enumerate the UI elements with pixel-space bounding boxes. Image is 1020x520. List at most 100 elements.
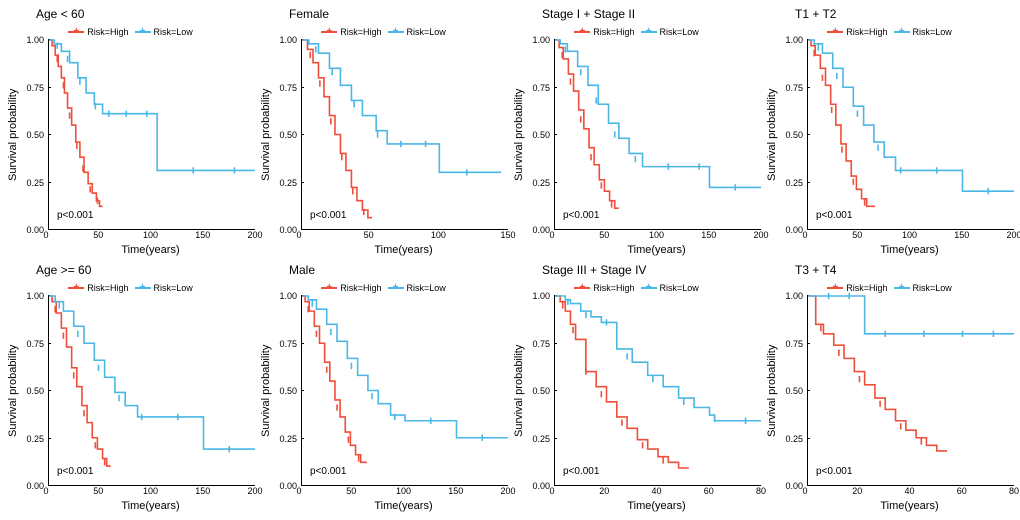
x-ticks: 050100150200 (46, 230, 255, 244)
y-tick-label: 0.50 (785, 386, 803, 396)
plot-box: p<0.001 (48, 296, 255, 486)
km-panel: T1 + T2 Risk=High Risk=Low Survival prob… (765, 8, 1014, 256)
y-tick-label: 0.25 (279, 434, 297, 444)
legend-low-label: Risk=Low (154, 27, 193, 37)
y-tick-label: 0.25 (279, 178, 297, 188)
legend-line-high (574, 31, 590, 33)
x-tick-label: 100 (649, 230, 664, 240)
x-tick-label: 100 (902, 230, 917, 240)
y-tick-label: 1.00 (26, 291, 44, 301)
p-value: p<0.001 (563, 210, 599, 221)
legend-high-label: Risk=High (593, 283, 634, 293)
y-axis-label: Survival probability (765, 40, 779, 230)
y-tick-label: 0.25 (532, 434, 550, 444)
legend-line-high (321, 287, 337, 289)
x-tick-label: 150 (954, 230, 969, 240)
y-axis-label: Survival probability (6, 296, 20, 486)
y-tick-label: 1.00 (785, 35, 803, 45)
x-tick-label: 20 (852, 486, 862, 496)
legend-high: Risk=High (321, 283, 381, 293)
y-axis-label: Survival probability (259, 40, 273, 230)
plot-wrap: Survival probability0.000.250.500.751.00… (6, 40, 255, 230)
x-tick-label: 20 (599, 486, 609, 496)
plot-wrap: Survival probability0.000.250.500.751.00… (512, 40, 761, 230)
x-tick-label: 150 (500, 230, 515, 240)
plot-box: p<0.001 (807, 296, 1014, 486)
legend-line-low (388, 31, 404, 33)
legend-low: Risk=Low (135, 27, 193, 37)
x-tick-label: 200 (1006, 230, 1020, 240)
x-tick-label: 150 (701, 230, 716, 240)
y-axis-label: Survival probability (765, 296, 779, 486)
legend-high: Risk=High (827, 283, 887, 293)
plot-box: p<0.001 (301, 296, 508, 486)
p-value: p<0.001 (57, 210, 93, 221)
plot-svg (808, 40, 1014, 229)
y-tick-label: 1.00 (532, 35, 550, 45)
plot-box: p<0.001 (48, 40, 255, 230)
legend-high: Risk=High (574, 283, 634, 293)
plot-box: p<0.001 (554, 296, 761, 486)
p-value: p<0.001 (563, 466, 599, 477)
km-panel: Male Risk=High Risk=Low Survival probabi… (259, 264, 508, 512)
legend-line-low (641, 287, 657, 289)
curve-high (302, 40, 372, 218)
y-tick-label: 1.00 (785, 291, 803, 301)
km-panel: Age >= 60 Risk=High Risk=Low Survival pr… (6, 264, 255, 512)
legend-high: Risk=High (827, 27, 887, 37)
curve-low (302, 296, 508, 438)
legend-high-label: Risk=High (593, 27, 634, 37)
legend-line-high (68, 287, 84, 289)
legend-line-high (827, 31, 843, 33)
plot-svg (555, 40, 761, 229)
legend-low-label: Risk=Low (913, 27, 952, 37)
legend-high: Risk=High (321, 27, 381, 37)
plot-svg (808, 296, 1014, 485)
y-tick-label: 0.25 (532, 178, 550, 188)
x-tick-label: 0 (549, 230, 554, 240)
x-ticks: 020406080 (805, 486, 1014, 500)
curve-low (49, 296, 255, 449)
panel-grid: Age < 60 Risk=High Risk=Low Survival pro… (6, 8, 1014, 512)
legend-line-low (641, 31, 657, 33)
legend-line-high (827, 287, 843, 289)
legend-low-label: Risk=Low (660, 27, 699, 37)
x-axis-label: Time(years) (552, 500, 761, 512)
legend-line-low (135, 287, 151, 289)
y-tick-label: 1.00 (532, 291, 550, 301)
x-tick-label: 100 (431, 230, 446, 240)
plot-wrap: Survival probability0.000.250.500.751.00… (259, 296, 508, 486)
legend-line-low (894, 31, 910, 33)
y-tick-label: 0.00 (279, 481, 297, 491)
x-tick-label: 50 (852, 230, 862, 240)
x-tick-label: 150 (195, 486, 210, 496)
x-ticks: 050100150200 (805, 230, 1014, 244)
y-ticks: 0.000.250.500.751.00 (526, 40, 554, 230)
curve-high (808, 40, 875, 206)
curve-high (49, 296, 111, 466)
x-tick-label: 200 (753, 230, 768, 240)
panel-title: Male (259, 264, 508, 280)
x-tick-label: 200 (247, 230, 262, 240)
y-tick-label: 0.50 (532, 130, 550, 140)
x-axis-label: Time(years) (805, 244, 1014, 256)
x-tick-label: 80 (756, 486, 766, 496)
x-tick-label: 60 (957, 486, 967, 496)
x-tick-label: 100 (396, 486, 411, 496)
curve-high (302, 296, 367, 462)
x-tick-label: 0 (549, 486, 554, 496)
p-value: p<0.001 (57, 466, 93, 477)
y-tick-label: 0.75 (785, 339, 803, 349)
y-tick-label: 0.00 (532, 481, 550, 491)
x-ticks: 050100150200 (299, 486, 508, 500)
x-axis-label: Time(years) (46, 500, 255, 512)
y-ticks: 0.000.250.500.751.00 (526, 296, 554, 486)
legend-low: Risk=Low (388, 283, 446, 293)
plot-box: p<0.001 (807, 40, 1014, 230)
y-axis-label: Survival probability (512, 296, 526, 486)
y-tick-label: 0.75 (532, 339, 550, 349)
legend-line-low (388, 287, 404, 289)
km-panel: Age < 60 Risk=High Risk=Low Survival pro… (6, 8, 255, 256)
panel-title: Stage III + Stage IV (512, 264, 761, 280)
y-ticks: 0.000.250.500.751.00 (273, 296, 301, 486)
